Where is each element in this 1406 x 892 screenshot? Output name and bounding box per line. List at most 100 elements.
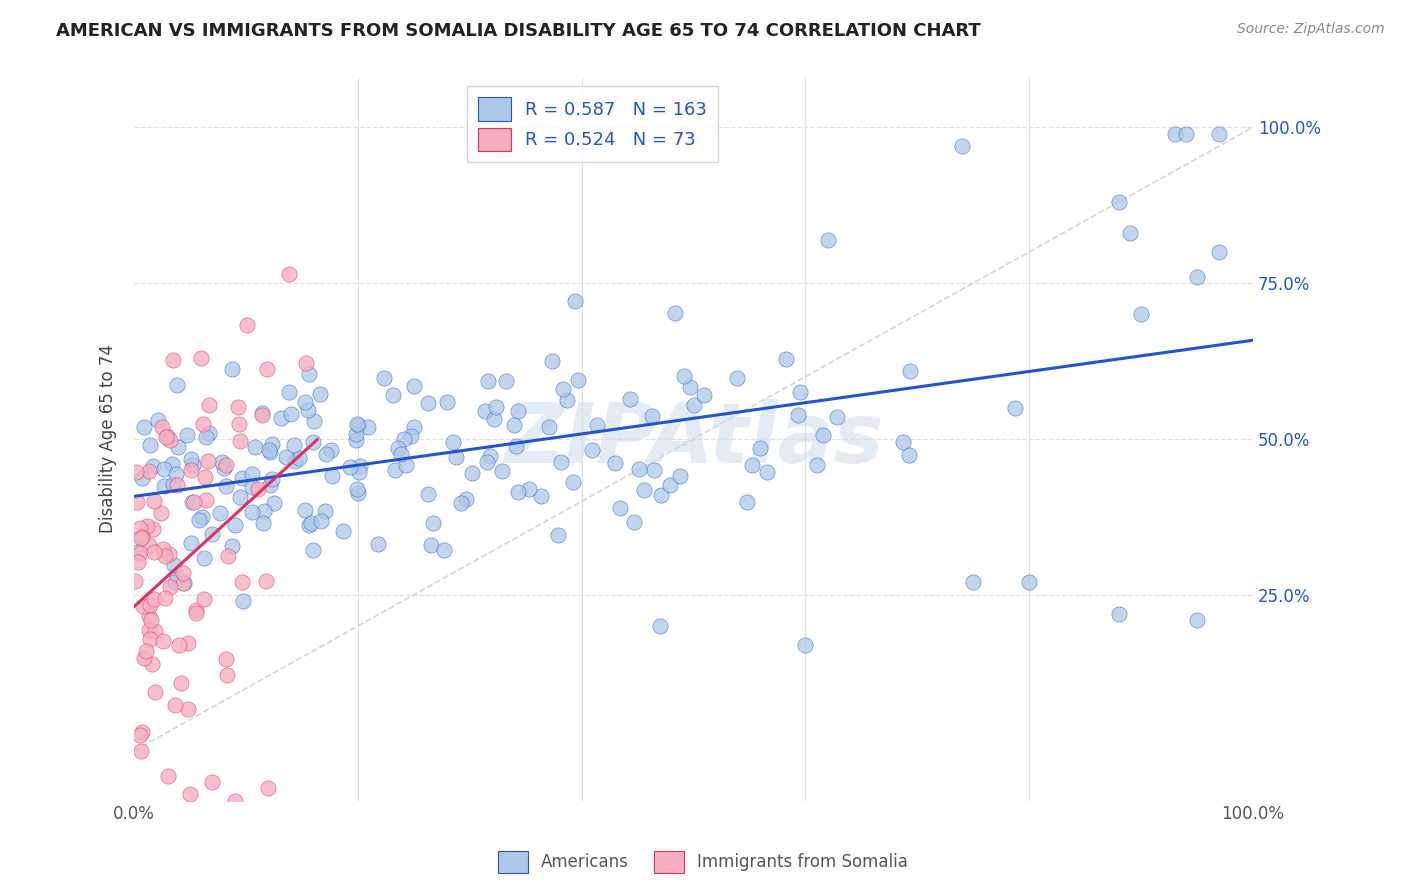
Point xyxy=(162,352,184,367)
Point xyxy=(581,443,603,458)
Point xyxy=(444,450,467,465)
Point xyxy=(177,702,200,716)
Point xyxy=(252,516,274,531)
Point xyxy=(259,445,281,459)
Point xyxy=(1185,269,1208,284)
Point xyxy=(143,494,166,508)
Y-axis label: Disability Age 65 to 74: Disability Age 65 to 74 xyxy=(100,344,117,533)
Point xyxy=(240,481,263,495)
Point xyxy=(153,591,176,605)
Point xyxy=(141,657,163,671)
Point xyxy=(228,417,250,431)
Point xyxy=(297,402,319,417)
Point xyxy=(433,543,456,558)
Point xyxy=(495,375,517,389)
Point xyxy=(187,513,209,527)
Point xyxy=(603,456,626,470)
Point xyxy=(232,593,254,607)
Point xyxy=(240,467,263,482)
Point xyxy=(789,385,811,400)
Point xyxy=(131,725,153,739)
Point xyxy=(181,494,204,508)
Point xyxy=(538,419,561,434)
Point xyxy=(672,369,695,384)
Point xyxy=(950,139,973,153)
Point xyxy=(441,435,464,450)
Point xyxy=(257,442,280,457)
Point xyxy=(231,471,253,485)
Point xyxy=(298,367,321,381)
Point xyxy=(482,412,505,426)
Point xyxy=(633,483,655,497)
Point xyxy=(806,458,828,473)
Point xyxy=(332,524,354,538)
Point xyxy=(346,482,368,496)
Point xyxy=(143,591,166,606)
Point xyxy=(262,472,284,486)
Point xyxy=(827,409,849,424)
Point xyxy=(404,420,426,434)
Point xyxy=(1119,227,1142,241)
Point xyxy=(541,354,564,368)
Point xyxy=(152,541,174,556)
Point xyxy=(214,479,236,493)
Point xyxy=(155,429,177,443)
Point xyxy=(226,401,249,415)
Point xyxy=(382,388,405,402)
Point xyxy=(456,492,478,507)
Point xyxy=(124,574,146,588)
Point xyxy=(221,540,243,554)
Point xyxy=(170,676,193,690)
Point xyxy=(679,380,702,394)
Point xyxy=(422,516,444,531)
Point xyxy=(1129,307,1152,321)
Point xyxy=(280,407,302,421)
Point xyxy=(193,591,215,606)
Point xyxy=(648,619,671,633)
Point xyxy=(166,440,188,454)
Point xyxy=(138,624,160,638)
Point xyxy=(160,457,183,471)
Point xyxy=(547,528,569,542)
Point xyxy=(215,458,238,473)
Point xyxy=(243,440,266,454)
Point xyxy=(1185,613,1208,627)
Point xyxy=(194,470,217,484)
Point xyxy=(217,549,239,564)
Point xyxy=(682,398,704,412)
Point xyxy=(134,419,156,434)
Point xyxy=(735,495,758,509)
Point xyxy=(129,744,152,758)
Point xyxy=(166,478,188,492)
Point xyxy=(384,463,406,477)
Point xyxy=(152,479,174,493)
Point xyxy=(191,417,214,431)
Point xyxy=(139,632,162,646)
Point xyxy=(172,576,194,591)
Point xyxy=(623,516,645,530)
Point xyxy=(156,428,179,442)
Point xyxy=(136,519,159,533)
Point xyxy=(357,420,380,434)
Point xyxy=(669,468,692,483)
Point xyxy=(143,685,166,699)
Point xyxy=(551,383,574,397)
Point xyxy=(250,406,273,420)
Point xyxy=(302,413,325,427)
Point xyxy=(475,454,498,468)
Point xyxy=(177,636,200,650)
Point xyxy=(153,549,176,564)
Point xyxy=(643,463,665,477)
Point xyxy=(311,514,333,528)
Point xyxy=(201,775,224,789)
Point xyxy=(346,417,368,431)
Point xyxy=(208,506,231,520)
Point xyxy=(254,574,277,588)
Point xyxy=(505,439,527,453)
Point xyxy=(173,576,195,591)
Point xyxy=(270,411,292,425)
Point xyxy=(159,580,181,594)
Point xyxy=(195,430,218,444)
Point xyxy=(195,493,218,508)
Point xyxy=(811,428,834,442)
